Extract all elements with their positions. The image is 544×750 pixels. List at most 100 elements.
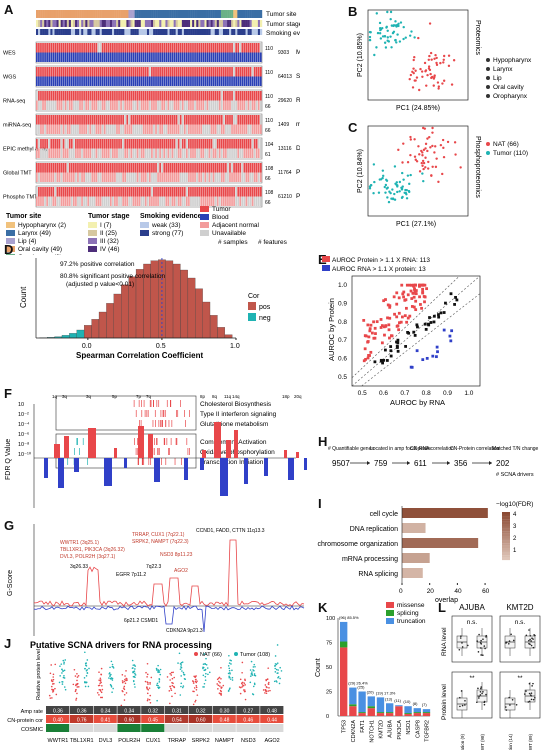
tumor-cell [259,115,262,125]
nat-cell [56,196,59,206]
nat-cell [251,148,254,158]
nat-cell [56,148,59,158]
nat-cell [97,172,100,182]
protein-dominant-point [414,283,418,287]
nat-cell [38,172,40,182]
nat-cell [62,196,65,206]
tumor-site-cell [251,10,254,18]
tumor-cell [85,43,88,53]
pca-point [414,69,417,72]
tumor-cell [200,91,203,101]
blood-cell [126,76,129,86]
tumor-cell [227,67,229,77]
blood-cell [103,52,106,62]
tumor-point [252,666,255,668]
nat-point [99,690,102,692]
pca-point [418,88,421,92]
tumor-cell [62,163,65,173]
pca-point [385,26,388,29]
pca-point [427,65,431,68]
pca-point [412,67,415,70]
tumor-point [84,651,86,654]
tumor-cell [194,187,196,197]
stat-cell [46,715,70,723]
stat-cell [212,715,236,723]
nat-cell [103,148,106,158]
nat-point [77,675,80,677]
tumor-cell [222,139,225,149]
nat-point [123,688,126,691]
nat-point [101,696,104,699]
nat-cell [81,172,83,182]
tumor-site-cell [225,10,228,18]
legend-marker [486,85,490,89]
legend-entry: AUROC RNA > 1.1 X protein: 13 [332,266,426,273]
x-tick-label: 1.0 [230,343,240,350]
protein-dominant-point [421,290,425,294]
nat-point [169,702,171,705]
protein-dominant-point [373,336,377,340]
tumor-site-cell [136,10,139,18]
nat-cell [253,172,256,182]
tumor-cell [142,91,145,101]
tumor-cell [251,187,254,197]
tumor-point [157,670,159,673]
legend-swatch [200,206,209,212]
nat-cell [66,172,69,182]
tumor-point [133,683,136,685]
pca-point [422,148,426,152]
tumor-cell [253,115,256,125]
nat-cell [79,196,81,206]
blood-cell [171,76,174,86]
nat-cell [192,148,194,158]
smoking-cell [253,29,257,35]
pca-point [406,174,410,177]
legend-swatch [200,214,209,220]
nat-cell [93,148,96,158]
tumor-cell [79,115,81,125]
tumor-cell [257,115,260,125]
tumor-cell [159,115,161,125]
tumor-point [86,672,89,674]
tumor-cell [159,187,161,197]
del-bar [288,458,294,480]
tumor-cell [44,67,46,77]
tumor-cell [48,115,51,125]
nat-cell [257,196,260,206]
nat-cell [249,124,252,134]
sample-count: 108 [265,166,274,172]
nat-point [243,689,246,691]
pca-point [421,154,424,157]
nat-cell [134,196,137,206]
tumor-cell [249,115,252,125]
nat-point [144,680,147,683]
del-bar [264,458,268,476]
nat-cell [153,196,155,206]
nat-cell [181,124,184,134]
tumor-cell [212,43,215,53]
row-left-label: EPIC methyl array [3,147,48,153]
tumor-stage-cell [208,20,211,27]
tumor-cell [124,91,127,101]
row-right-label: RNA [296,97,300,104]
tumor-cell [153,187,155,197]
tumor-cell [122,139,124,149]
tumor-site-cell [212,10,215,18]
tumor-cell [52,43,55,53]
tumor-cell [132,163,135,173]
tumor-cell [52,163,55,173]
nat-cell [163,100,166,110]
blood-cell [151,52,153,62]
overlap-bar [402,523,426,533]
tumor-cell [233,115,235,125]
nat-point [195,678,197,681]
blood-cell [114,52,116,62]
y-tick-label: 75 [326,641,332,647]
nat-point [50,680,53,682]
nat-point [269,689,271,692]
tumor-cell [60,115,63,125]
nat-cell [157,172,159,182]
pca-point [421,75,424,78]
